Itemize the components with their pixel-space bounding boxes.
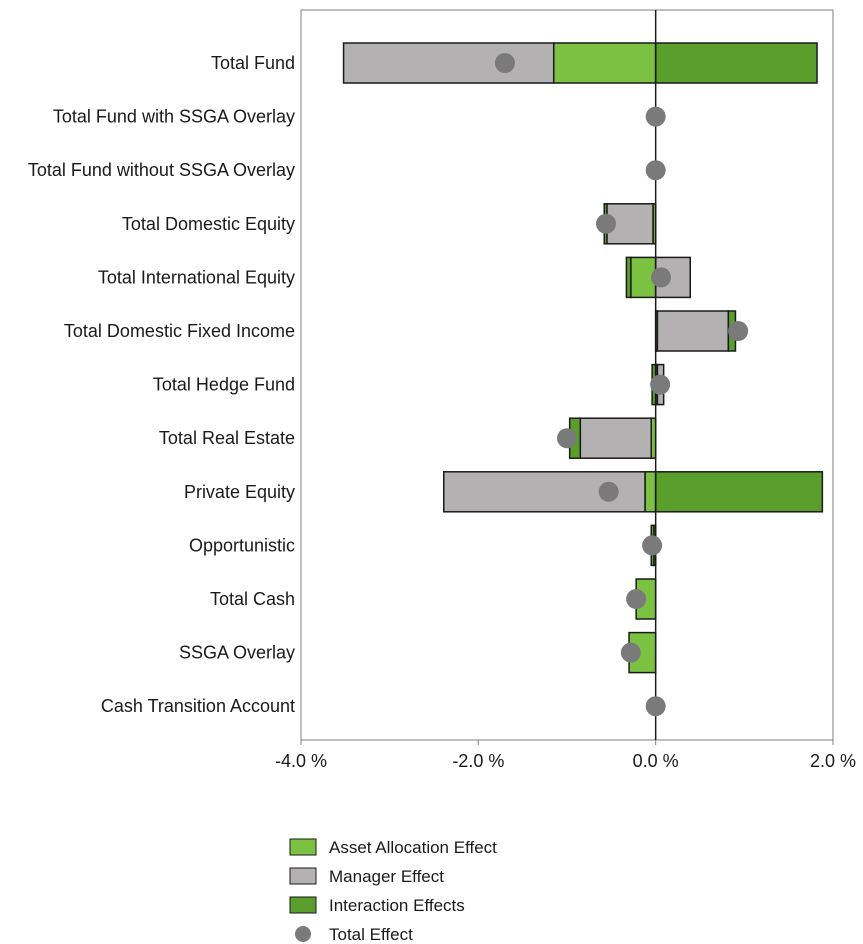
total-effect-dot bbox=[557, 428, 577, 449]
bar-asset-allocation-effect bbox=[644, 471, 657, 513]
bar-manager-effect bbox=[342, 42, 555, 84]
x-axis-ticks: -4.0 % -2.0 % 0.0 % 2.0 % bbox=[275, 740, 856, 771]
legend-swatch-asset-allocation-effect bbox=[289, 838, 317, 856]
bar-interaction-effects bbox=[654, 471, 824, 513]
bar-manager-effect bbox=[579, 417, 652, 459]
total-effect-dot bbox=[596, 213, 617, 234]
total-effect-dot bbox=[645, 106, 666, 127]
total-effect-dot bbox=[645, 696, 666, 717]
total-effect-dot bbox=[626, 589, 647, 609]
bar-interaction-effects bbox=[625, 256, 632, 299]
total-effect-dot bbox=[645, 160, 666, 181]
category-label: Private Equity bbox=[184, 482, 295, 502]
total-effect-dot bbox=[620, 642, 641, 663]
category-label: Total Fund without SSGA Overlay bbox=[28, 160, 295, 180]
category-label: Opportunistic bbox=[189, 535, 295, 555]
category-label: SSGA Overlay bbox=[179, 643, 295, 663]
x-tick-label: 2.0 % bbox=[810, 751, 856, 771]
category-label: Total Cash bbox=[210, 589, 295, 609]
x-tick-label: 0.0 % bbox=[633, 751, 679, 771]
total-effect-dot bbox=[642, 535, 663, 556]
plot-area bbox=[300, 9, 834, 741]
category-label: Total Fund with SSGA Overlay bbox=[53, 107, 295, 127]
legend-swatch-interaction-effects bbox=[289, 896, 317, 914]
legend: Asset Allocation Effect Manager Effect Int… bbox=[289, 838, 497, 944]
category-label: Total Fund bbox=[211, 53, 295, 73]
legend-label: Interaction Effects bbox=[329, 896, 465, 915]
total-effect-dot bbox=[728, 321, 749, 341]
legend-label: Manager Effect bbox=[329, 867, 444, 886]
total-effect-markers bbox=[494, 53, 749, 717]
total-effect-dot bbox=[598, 481, 619, 502]
category-labels: Total Fund Total Fund with SSGA Overlay To… bbox=[28, 53, 295, 716]
legend-swatch-total-effect bbox=[295, 926, 311, 942]
category-label: Total Domestic Fixed Income bbox=[64, 321, 295, 341]
category-label: Total International Equity bbox=[98, 267, 295, 287]
legend-swatch-manager-effect bbox=[289, 867, 317, 885]
legend-label: Asset Allocation Effect bbox=[329, 838, 497, 857]
category-label: Cash Transition Account bbox=[101, 696, 295, 716]
category-label: Total Domestic Equity bbox=[122, 214, 295, 234]
legend-label: Total Effect bbox=[329, 925, 413, 944]
x-tick-label: -4.0 % bbox=[275, 751, 327, 771]
bar-manager-effect bbox=[656, 310, 730, 352]
bar-interaction-effects bbox=[654, 42, 818, 84]
category-label: Total Real Estate bbox=[159, 428, 295, 448]
plot-frame bbox=[300, 9, 834, 741]
category-label: Total Hedge Fund bbox=[153, 375, 295, 395]
total-effect-dot bbox=[650, 267, 671, 288]
bar-asset-allocation-effect bbox=[552, 42, 657, 84]
x-tick-label: -2.0 % bbox=[452, 751, 504, 771]
total-effect-dot bbox=[650, 374, 671, 395]
total-effect-dot bbox=[494, 53, 515, 73]
